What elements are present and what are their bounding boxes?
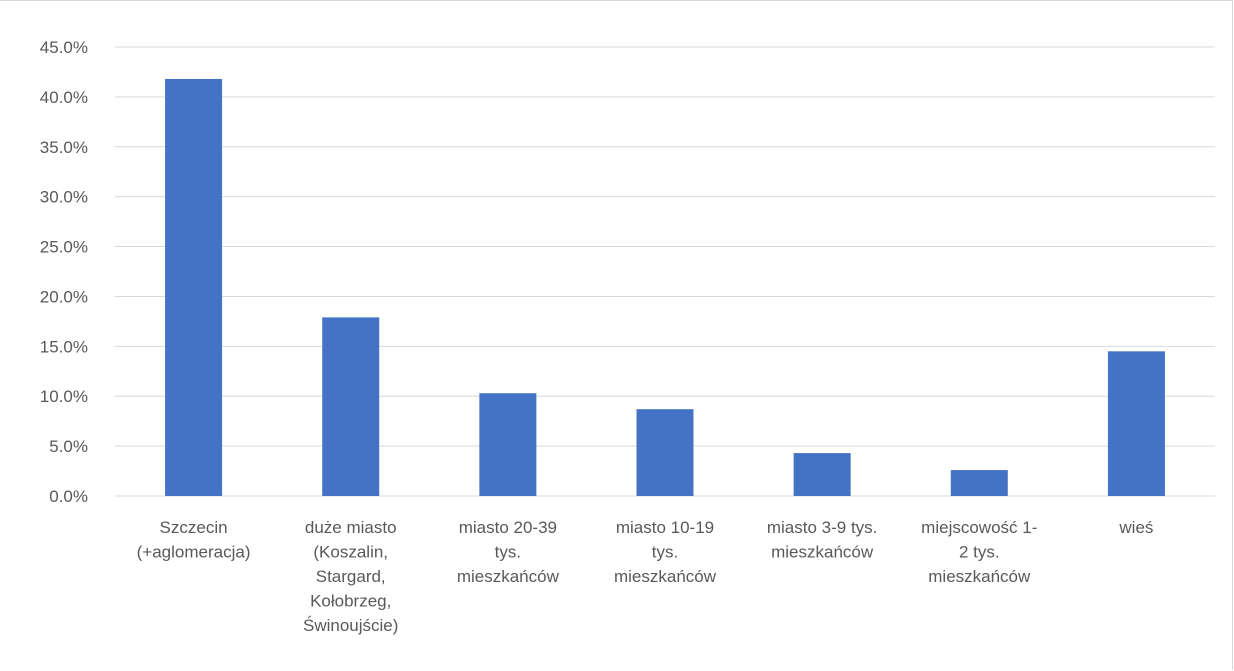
y-tick-label: 0.0%	[49, 487, 88, 506]
y-axis-ticks: 0.0% 5.0% 10.0% 15.0% 20.0% 25.0% 30.0% 35.0% 40…	[40, 38, 88, 506]
bar	[479, 393, 537, 496]
y-tick-label: 40.0%	[40, 88, 88, 107]
bar	[165, 78, 223, 496]
bar	[793, 453, 851, 496]
x-tick-label: wieś	[1118, 518, 1153, 537]
y-tick-label: 35.0%	[40, 138, 88, 157]
bars	[165, 78, 1165, 496]
x-tick-label: duże miasto (Koszalin, Stargard, Kołobrzeg,…	[303, 518, 398, 635]
y-tick-label: 5.0%	[49, 437, 88, 456]
gridlines	[115, 46, 1215, 497]
y-tick-label: 45.0%	[40, 38, 88, 57]
x-tick-label: miasto 20-39 tys. mieszkańców	[457, 518, 560, 586]
bar	[950, 470, 1008, 496]
bar	[322, 317, 380, 496]
y-tick-label: 30.0%	[40, 188, 88, 207]
bar	[1107, 351, 1165, 496]
y-tick-label: 25.0%	[40, 238, 88, 257]
x-axis-ticks: Szczecin (+aglomeracja) duże miasto (Koszal…	[137, 518, 1154, 635]
x-tick-label: miasto 3-9 tys. mieszkańców	[767, 518, 878, 562]
x-tick-label: miasto 10-19 tys. mieszkańców	[614, 518, 717, 586]
y-tick-label: 10.0%	[40, 387, 88, 406]
x-tick-label: miejscowość 1-2 tys. mieszkańców	[921, 518, 1037, 586]
x-tick-label: Szczecin (+aglomeracja)	[137, 518, 251, 562]
y-tick-label: 20.0%	[40, 287, 88, 306]
bar	[636, 409, 694, 496]
y-tick-label: 15.0%	[40, 337, 88, 356]
